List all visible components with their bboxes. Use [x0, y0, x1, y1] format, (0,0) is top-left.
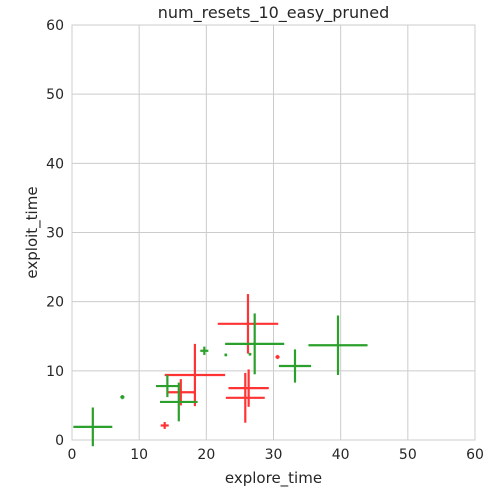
error-cross-point — [225, 313, 285, 375]
y-tick-label: 20 — [46, 295, 64, 311]
data-marks — [73, 294, 368, 447]
x-tick-label: 60 — [466, 447, 484, 463]
error-cross-point — [155, 374, 179, 398]
x-axis-label: explore_time — [225, 469, 322, 488]
error-cross-point — [73, 407, 113, 447]
y-tick-label: 0 — [55, 433, 64, 449]
error-cross-point — [308, 315, 368, 375]
x-tick-label: 20 — [197, 447, 215, 463]
error-cross-point — [224, 353, 228, 357]
error-cross-point — [164, 343, 226, 407]
y-tick-label: 30 — [46, 226, 64, 242]
series-2 — [73, 313, 368, 447]
error-cross-point — [200, 346, 209, 355]
error-cross-point — [120, 395, 125, 400]
y-axis-label: exploit_time — [23, 186, 42, 278]
x-tick-label: 30 — [265, 447, 283, 463]
error-cross-point — [228, 369, 269, 407]
error-cross-point — [160, 422, 169, 429]
error-cross-point — [278, 349, 312, 383]
error-cross-point — [159, 382, 198, 422]
x-tick-label: 40 — [332, 447, 350, 463]
y-tick-label: 10 — [46, 364, 64, 380]
error-cross-point — [225, 372, 265, 423]
chart-title: num_resets_10_easy_pruned — [158, 3, 390, 23]
x-tick-label: 10 — [130, 447, 148, 463]
y-tick-label: 60 — [46, 18, 64, 34]
y-tick-label: 50 — [46, 87, 64, 103]
plot-frame — [71, 24, 476, 441]
error-cross-point — [248, 352, 252, 356]
x-tick-label: 50 — [399, 447, 417, 463]
y-tick-label: 40 — [46, 156, 64, 172]
error-cross-point — [275, 354, 280, 360]
x-tick-label: 0 — [68, 447, 77, 463]
tick-labels: 0 10 20 30 40 50 60 0 10 20 30 40 50 60 — [46, 18, 484, 463]
